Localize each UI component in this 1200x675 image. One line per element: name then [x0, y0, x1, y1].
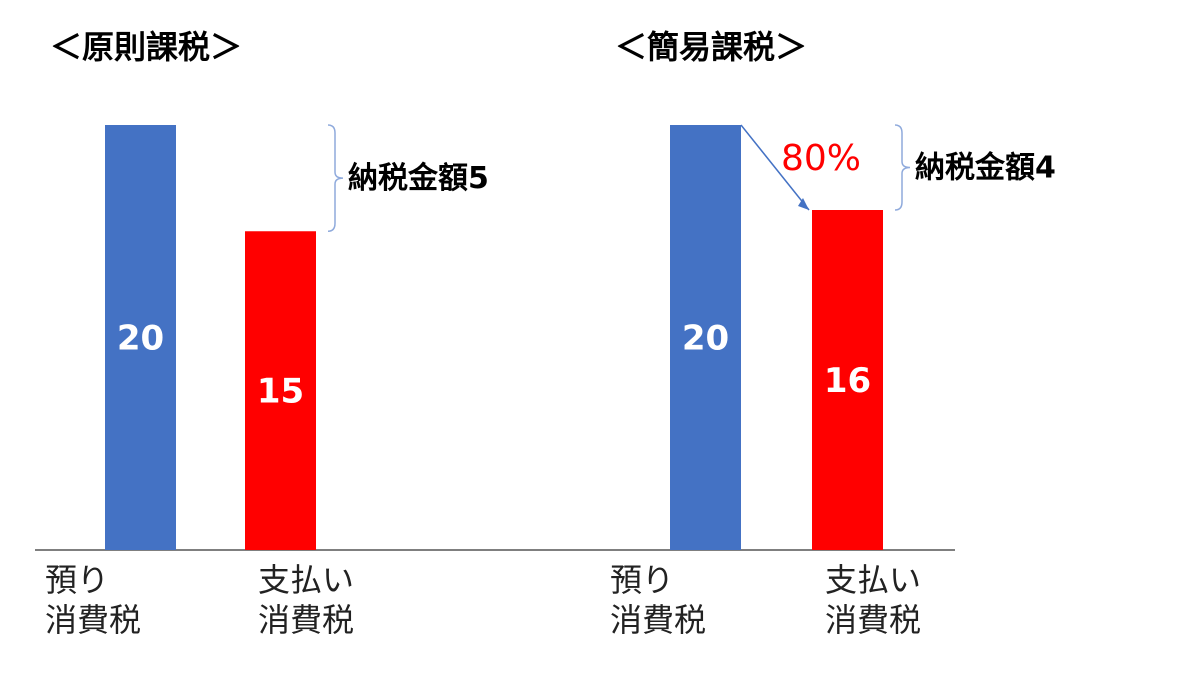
arrow-head [798, 198, 809, 210]
bar [812, 210, 883, 550]
category-label: 預り 消費税 [610, 561, 707, 639]
value-label: 20 [117, 319, 164, 359]
value-label: 16 [824, 361, 871, 401]
category-label: 支払い 消費税 [258, 561, 355, 639]
bar [245, 231, 316, 550]
annotation: 納税金額4 [915, 151, 1056, 186]
bar [670, 125, 741, 550]
brace [894, 124, 911, 211]
ratio-annotation: 80% [781, 138, 861, 179]
value-label: 20 [682, 319, 729, 359]
category-label: 預り 消費税 [45, 561, 142, 639]
bar [105, 125, 176, 550]
annotation: 納税金額5 [348, 161, 489, 196]
brace [327, 124, 344, 232]
category-label: 支払い 消費税 [825, 561, 922, 639]
value-label: 15 [257, 372, 304, 412]
chart-title: ＜簡易課税＞ [615, 28, 807, 66]
chart-title: ＜原則課税＞ [50, 28, 242, 66]
arrow [740, 124, 810, 211]
